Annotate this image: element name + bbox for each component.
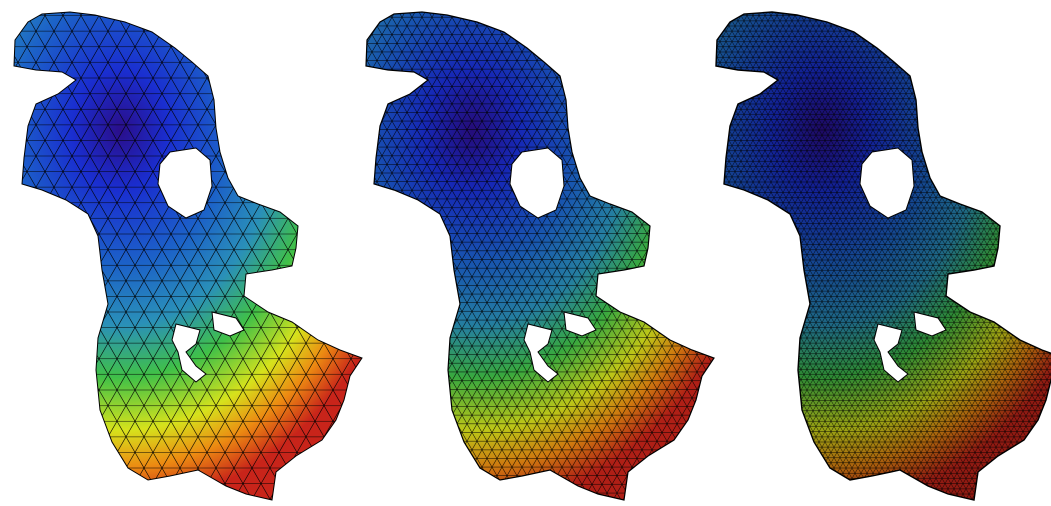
medium-mesh-panel [352,0,722,506]
page-body: (() => { const data = JSON.parse(documen… [0,0,1051,506]
page: {} html, body { margin: 0; padding: 0; b… [0,0,1051,506]
fine-mesh-panel [702,0,1051,506]
mesh [702,0,1051,506]
mesh [352,0,722,506]
coarse-mesh-panel [0,0,370,506]
mesh [0,0,370,506]
figure [0,0,1051,506]
